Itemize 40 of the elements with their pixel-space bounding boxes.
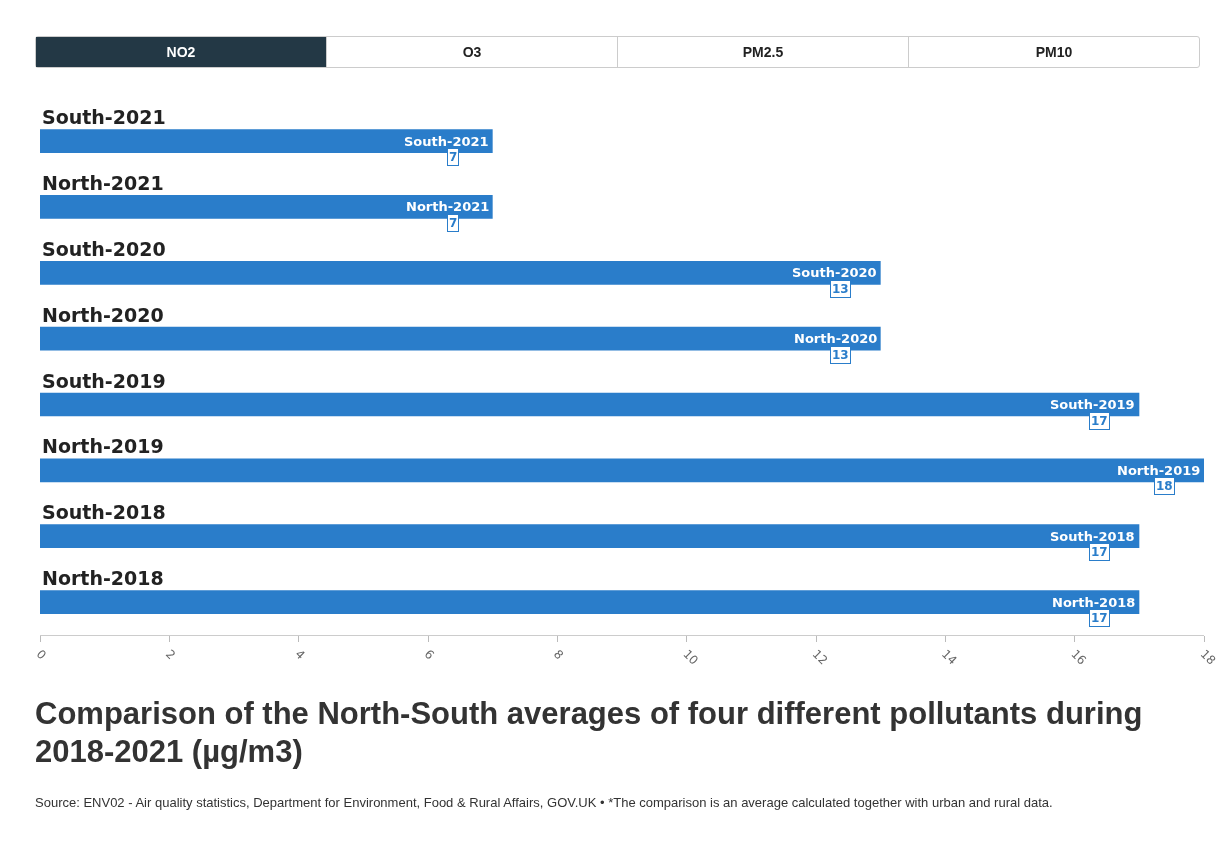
data-label: 17 <box>1091 545 1108 559</box>
category-label: North-2020 <box>794 331 878 346</box>
data-label: 7 <box>449 216 458 230</box>
category-label: North-2019 <box>1117 463 1201 478</box>
category-label: South-2018 <box>1050 529 1135 544</box>
data-label: 13 <box>832 282 849 296</box>
category-label: North-2018 <box>1052 595 1136 610</box>
data-label: 7 <box>449 150 458 164</box>
x-tick-label: 4 <box>292 646 308 663</box>
data-label: 17 <box>1091 414 1108 428</box>
text: PM10 <box>908 37 1199 67</box>
y-tick-label: North-2020 <box>42 304 164 326</box>
y-tick-label: North-2021 <box>42 172 164 194</box>
data-label: 17 <box>1091 611 1108 625</box>
text: O3 <box>326 37 617 67</box>
category-label: North-2021 <box>406 199 490 214</box>
y-tick-label: South-2019 <box>42 370 166 392</box>
x-tick-label: 12 <box>809 646 831 668</box>
text: Comparison of the North-South averages of four different pollutants during 2018-2021 (µg/m3) <box>35 695 1144 771</box>
x-tick-label: 2 <box>162 646 179 663</box>
x-tick-label: 10 <box>680 646 702 668</box>
category-label: South-2021 <box>404 134 489 149</box>
x-tick-label: 18 <box>1197 646 1219 668</box>
x-tick-label: 14 <box>938 646 960 668</box>
text: PM2.5 <box>617 37 908 67</box>
data-label: 13 <box>832 348 849 362</box>
category-label: South-2019 <box>1050 397 1135 412</box>
x-tick-label: 16 <box>1068 646 1090 668</box>
y-tick-label: South-2018 <box>42 501 166 523</box>
y-tick-label: South-2020 <box>42 238 166 260</box>
data-label: 18 <box>1156 479 1173 493</box>
x-tick-label: 0 <box>33 646 49 663</box>
x-tick-label: 8 <box>550 646 567 663</box>
y-tick-label: North-2018 <box>42 567 164 589</box>
category-label: South-2020 <box>792 265 877 280</box>
source-note: Source: ENV02 - Air quality statistics, Department for Environment, Food & Rural Affairs, GOV.UK • *The comparison is an average calculated together with urban and rural data. <box>35 794 1054 812</box>
text: NO2 <box>36 37 326 67</box>
x-tick-label: 6 <box>421 646 437 663</box>
y-tick-label: North-2019 <box>42 435 164 457</box>
y-tick-label: South-2021 <box>42 106 166 128</box>
